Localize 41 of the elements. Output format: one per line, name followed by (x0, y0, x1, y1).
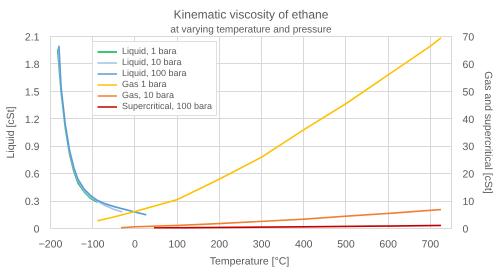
y2-tick-label: 10 (462, 196, 474, 208)
x-tick-label: 0 (132, 238, 138, 250)
y-tick-label: 0.9 (24, 141, 40, 154)
y-tick-label: 1.2 (24, 114, 40, 126)
chart-subtitle: at varying temperature and pressure (170, 24, 332, 36)
legend-label: Gas, 10 bara (122, 90, 174, 100)
x-tick-label: 300 (252, 238, 270, 250)
x-tick-label: 700 (422, 238, 440, 250)
line-series (56, 48, 98, 203)
y-tick-label: 1.8 (24, 58, 40, 71)
legend-label: Liquid, 100 bara (122, 68, 187, 78)
y2-tick-label: 70 (462, 32, 474, 44)
x-axis-title: Temperature [°C] (210, 256, 290, 268)
y2-axis-title: Gas and supercritical [cSt] (482, 71, 494, 194)
line-series (96, 37, 442, 222)
y2-tick-label: 0 (462, 224, 468, 236)
y-tick-label: 0.6 (24, 168, 40, 181)
y-tick-label: 0.3 (24, 196, 40, 208)
legend-label: Liquid, 1 bara (122, 46, 177, 56)
y-tick-label: 1.5 (24, 86, 40, 98)
x-tick-label: 100 (168, 238, 186, 250)
y2-tick-label: 40 (462, 114, 474, 126)
chart-title: Kinematic viscosity of ethane (174, 8, 329, 22)
x-tick-label: 400 (295, 238, 313, 250)
y2-tick-label: 60 (462, 58, 474, 71)
x-tick-label: 200 (210, 238, 228, 250)
y2-tick-label: 50 (462, 86, 474, 98)
x-tick-label: −100 (80, 238, 105, 250)
y-tick-label: 0 (34, 224, 40, 236)
y-tick-label: 2.1 (24, 32, 40, 44)
line-series (120, 208, 442, 228)
y-axis-title: Liquid [cSt] (4, 106, 17, 158)
y2-tick-label: 30 (462, 141, 474, 154)
y2-tick-label: 20 (462, 168, 474, 181)
legend-label: Supercritical, 100 bara (122, 101, 212, 111)
legend-label: Liquid, 10 bara (122, 57, 182, 67)
x-tick-label: 600 (379, 238, 398, 250)
legend-label: Gas 1 bara (122, 79, 167, 89)
x-tick-label: −200 (38, 238, 62, 250)
line-series (57, 46, 124, 213)
x-tick-label: 500 (337, 238, 355, 250)
